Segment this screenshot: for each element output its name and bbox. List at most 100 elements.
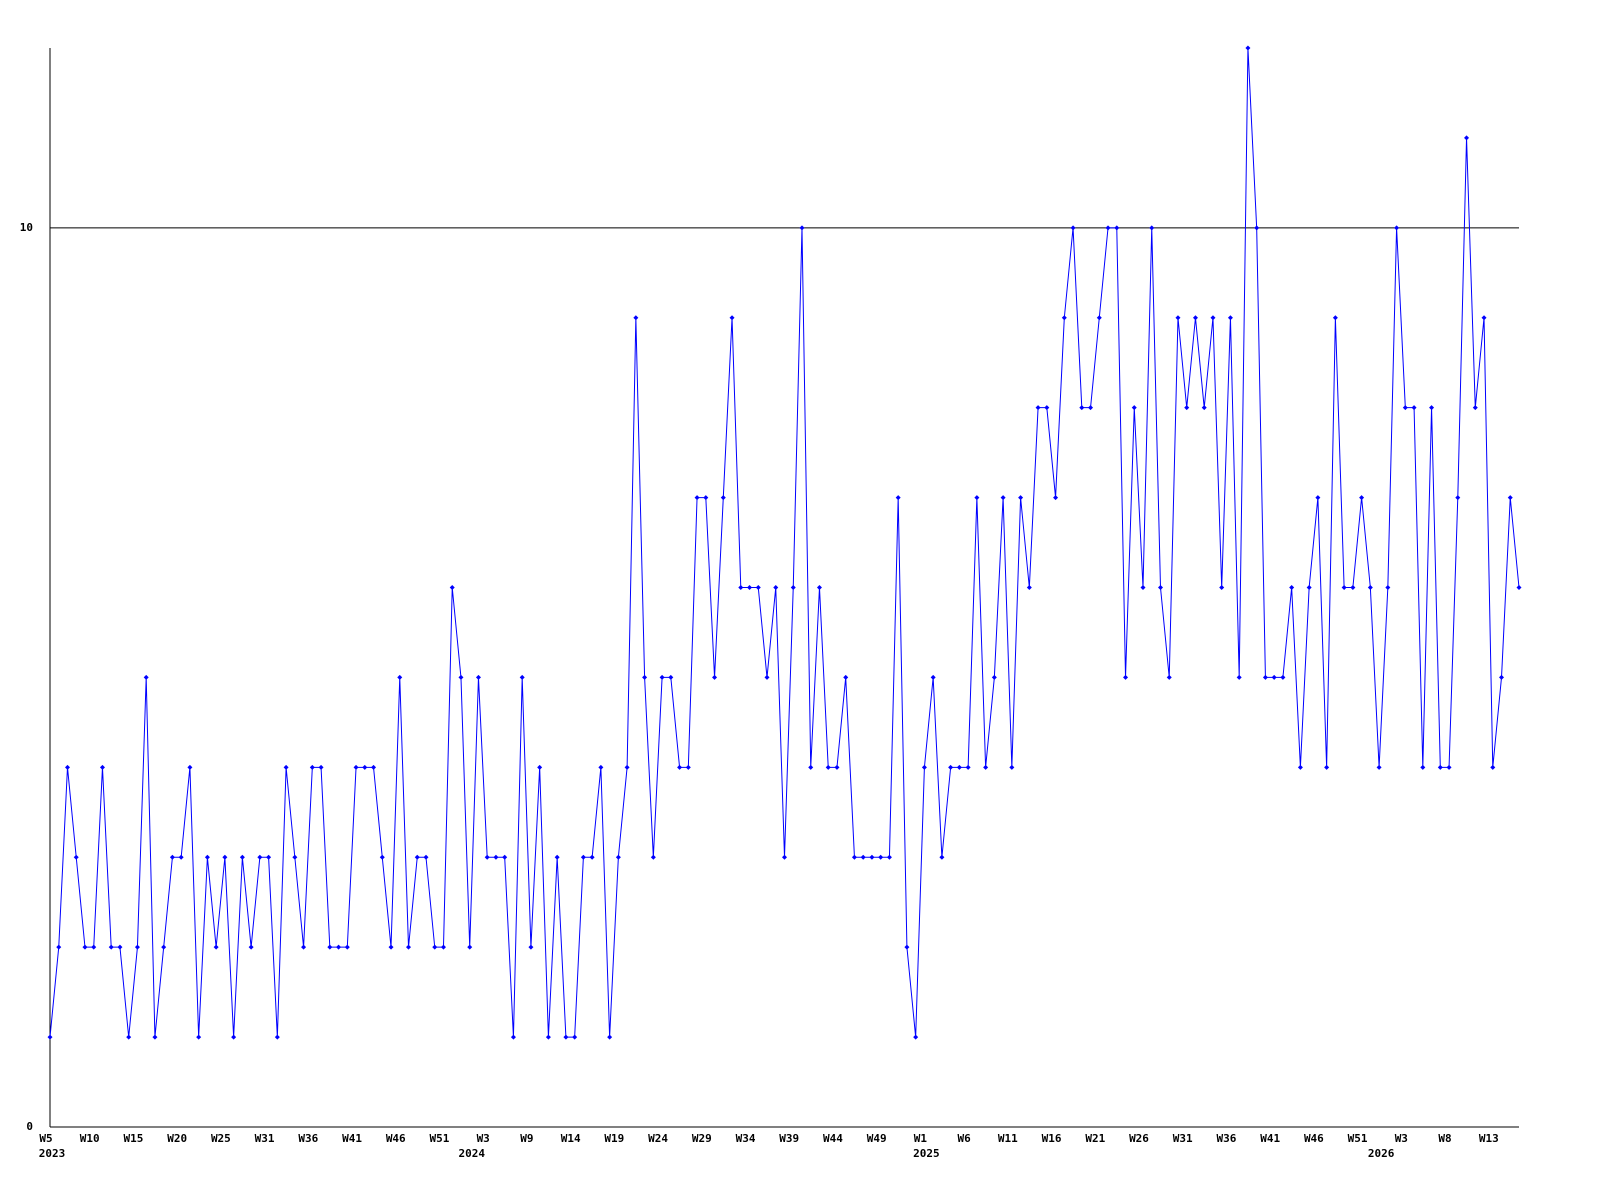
x-tick-label: W46	[386, 1132, 406, 1145]
data-point	[1254, 225, 1260, 231]
data-point	[1088, 405, 1094, 411]
data-point	[1096, 315, 1102, 321]
data-point	[239, 854, 245, 860]
data-point	[1184, 405, 1190, 411]
x-tick-label: W41	[1260, 1132, 1280, 1145]
data-point	[309, 764, 315, 770]
data-point	[266, 854, 272, 860]
data-point	[773, 585, 779, 590]
data-point	[545, 1034, 551, 1040]
data-point	[572, 1034, 578, 1040]
data-point	[510, 1034, 516, 1040]
x-tick-label: W10	[80, 1132, 100, 1145]
data-point	[747, 585, 753, 590]
data-point	[1262, 674, 1268, 680]
data-point	[362, 764, 368, 770]
data-point	[126, 1034, 132, 1040]
data-point	[554, 854, 560, 860]
data-point	[589, 854, 595, 860]
data-point	[1035, 405, 1041, 411]
x-tick-label: W1	[914, 1132, 928, 1145]
data-point	[1053, 495, 1059, 501]
x-tick-label: W20	[167, 1132, 187, 1145]
data-point	[1044, 405, 1050, 411]
y-tick-label: 0	[26, 1120, 33, 1133]
data-point	[1140, 585, 1146, 590]
data-point	[1105, 225, 1111, 231]
data-point	[336, 944, 342, 950]
data-point	[117, 944, 123, 950]
data-point	[799, 225, 805, 231]
data-point	[965, 764, 971, 770]
data-point	[825, 764, 831, 770]
data-point	[738, 585, 744, 590]
data-point	[1192, 315, 1198, 321]
data-point	[1516, 585, 1522, 590]
data-point	[843, 674, 849, 680]
x-tick-label: W9	[520, 1132, 533, 1145]
x-tick-label: W15	[124, 1132, 144, 1145]
x-tick-label: W44	[823, 1132, 843, 1145]
data-point	[82, 944, 88, 950]
data-point	[152, 1034, 158, 1040]
data-point	[1297, 764, 1303, 770]
data-point	[467, 944, 473, 950]
data-point	[187, 764, 193, 770]
data-point	[1175, 315, 1181, 321]
data-point	[659, 674, 665, 680]
data-point	[1157, 585, 1163, 590]
data-point	[948, 764, 954, 770]
x-tick-label: W51	[430, 1132, 450, 1145]
data-point	[493, 854, 499, 860]
data-point	[816, 585, 822, 590]
x-tick-label: W25	[211, 1132, 231, 1145]
x-year-label: 2024	[458, 1147, 485, 1160]
data-point	[143, 674, 149, 680]
data-point	[1367, 585, 1373, 590]
data-point	[1236, 674, 1242, 680]
data-point	[851, 854, 857, 860]
data-point	[764, 674, 770, 680]
data-point	[475, 674, 481, 680]
x-tick-label: W3	[477, 1132, 490, 1145]
data-point	[1289, 585, 1295, 590]
data-point	[607, 1034, 613, 1040]
x-tick-label: W6	[958, 1132, 972, 1145]
data-point	[1455, 495, 1461, 501]
data-point	[423, 854, 429, 860]
data-point	[213, 944, 219, 950]
data-point	[204, 854, 210, 860]
x-tick-label: W3	[1395, 1132, 1408, 1145]
data-point	[406, 944, 412, 950]
data-point	[248, 944, 254, 950]
data-point	[1315, 495, 1321, 501]
data-point	[580, 854, 586, 860]
data-point	[344, 944, 350, 950]
data-point	[47, 1034, 53, 1040]
data-point	[1332, 315, 1338, 321]
data-point	[1219, 585, 1225, 590]
x-tick-label: W31	[255, 1132, 275, 1145]
data-point	[274, 1034, 280, 1040]
data-point	[782, 854, 787, 860]
data-point	[834, 764, 840, 770]
data-point	[1411, 405, 1417, 411]
data-point	[921, 764, 927, 770]
data-point	[633, 315, 639, 321]
x-tick-label: W49	[867, 1132, 887, 1145]
data-point	[353, 764, 359, 770]
data-point	[956, 764, 962, 770]
data-point	[178, 854, 184, 860]
data-point	[169, 854, 175, 860]
data-point	[414, 854, 420, 860]
x-tick-label: W24	[648, 1132, 668, 1145]
data-point	[615, 854, 621, 860]
data-point	[650, 854, 656, 860]
data-point	[1481, 315, 1487, 321]
data-point	[1507, 495, 1513, 501]
data-point	[1446, 764, 1452, 770]
data-point	[73, 854, 79, 860]
data-point	[1420, 764, 1426, 770]
x-tick-label: W29	[692, 1132, 712, 1145]
data-point	[1394, 225, 1400, 231]
